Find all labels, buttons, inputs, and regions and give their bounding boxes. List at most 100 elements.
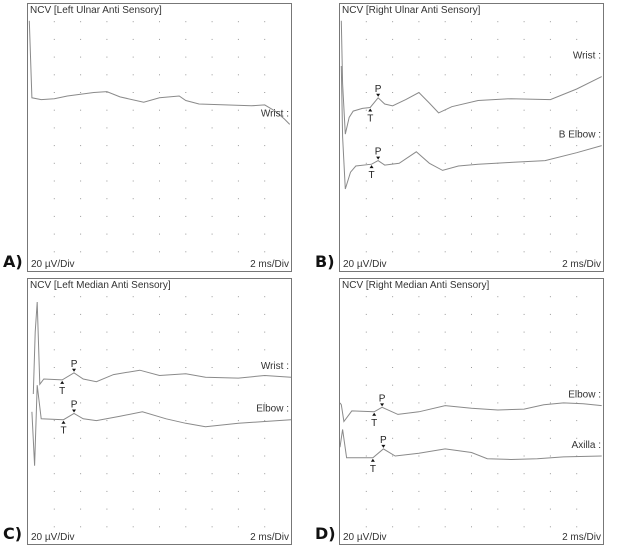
grid-dot <box>523 384 525 386</box>
grid-dot <box>392 402 394 404</box>
trace-label: Wrist : <box>261 361 289 372</box>
grid-dot <box>80 74 82 76</box>
grid-dot <box>576 251 578 253</box>
grid-dot <box>549 109 551 111</box>
grid-dot <box>264 127 266 129</box>
grid-dot <box>53 349 55 351</box>
grid-dot <box>418 526 420 528</box>
grid-dot <box>185 367 187 368</box>
grid-dot <box>418 473 420 475</box>
grid-dot <box>392 198 394 200</box>
grid-dot <box>264 74 266 76</box>
grid-dot <box>211 473 213 475</box>
grid-dot <box>185 455 187 457</box>
grid-dot <box>53 233 55 235</box>
grid-dot <box>549 437 551 439</box>
grid-dot <box>185 473 187 475</box>
grid-dot <box>523 455 525 457</box>
grid-dot <box>237 473 239 475</box>
grid-dot <box>497 490 499 492</box>
grid-dot <box>132 38 134 40</box>
takeoff-marker-label: T <box>367 114 373 125</box>
grid-dot <box>53 331 55 333</box>
trace-line <box>32 301 292 395</box>
grid-dot <box>237 215 239 217</box>
grid-dot <box>497 296 499 298</box>
grid-dot <box>392 526 394 528</box>
grid-dot <box>264 215 266 217</box>
grid-dot <box>576 127 578 129</box>
grid-dot <box>471 109 472 111</box>
grid-dot <box>549 180 551 182</box>
grid-dot <box>237 402 239 404</box>
grid-dot <box>418 74 420 76</box>
grid-dot <box>365 92 367 93</box>
grid-dot <box>497 349 499 351</box>
grid-dot <box>497 251 499 253</box>
grid-dot <box>106 180 108 182</box>
grid-dot <box>132 74 134 76</box>
grid-dot <box>471 402 472 404</box>
grid-dot <box>576 508 578 510</box>
takeoff-marker-label: T <box>59 386 65 397</box>
grid-dot <box>549 508 551 510</box>
grid-dot <box>106 384 108 386</box>
grid-dot <box>106 38 108 40</box>
grid-dot <box>418 21 420 23</box>
grid-dot <box>106 162 108 164</box>
grid-dot <box>549 526 551 528</box>
grid-dot <box>159 92 160 93</box>
grid-dot <box>159 251 160 253</box>
grid-dot <box>159 215 160 217</box>
grid-dot <box>237 233 239 235</box>
grid-dot <box>237 180 239 182</box>
grid-dot <box>444 437 446 439</box>
grid-dot <box>471 490 472 492</box>
grid-dot <box>53 21 55 23</box>
grid-dot <box>80 109 82 111</box>
y-scale-label: 20 µV/Div <box>343 532 387 543</box>
grid-dot <box>106 56 108 58</box>
grid-dot <box>523 56 525 58</box>
grid-dot <box>418 437 420 439</box>
grid-dot <box>185 38 187 40</box>
grid-dot <box>211 233 213 235</box>
grid-dot <box>365 526 367 528</box>
grid-dot <box>549 367 551 368</box>
grid-dot <box>392 127 394 129</box>
grid-dot <box>211 180 213 182</box>
grid-dot <box>576 331 578 333</box>
grid-dot <box>132 349 134 351</box>
grid-dot <box>237 109 239 111</box>
grid-dot <box>444 38 446 40</box>
grid-dot <box>185 162 187 164</box>
panel-label: D) <box>315 524 336 543</box>
grid-dot <box>576 21 578 23</box>
grid-dot <box>523 74 525 76</box>
grid-dot <box>576 296 578 298</box>
grid-dot <box>185 109 187 111</box>
grid-dot <box>53 367 55 368</box>
grid-dot <box>264 21 266 23</box>
grid-dot <box>418 313 420 315</box>
trace-line <box>340 20 602 135</box>
grid-dot <box>80 384 82 386</box>
grid-dot <box>185 127 187 129</box>
grid-dot <box>159 473 160 475</box>
grid-dot <box>80 490 82 492</box>
grid-dot <box>471 180 472 182</box>
grid-dot <box>80 508 82 510</box>
grid-dot <box>392 180 394 182</box>
grid-dot <box>365 455 367 457</box>
grid-dot <box>159 74 160 76</box>
grid-dot <box>132 402 134 404</box>
grid-dot <box>237 490 239 492</box>
grid-dot <box>159 145 160 147</box>
grid-dot <box>185 145 187 147</box>
grid-dot <box>471 21 472 23</box>
grid-dot <box>211 215 213 217</box>
grid-dot <box>132 198 134 200</box>
grid-dot <box>392 296 394 298</box>
grid-dot <box>549 251 551 253</box>
grid-dot <box>418 251 420 253</box>
